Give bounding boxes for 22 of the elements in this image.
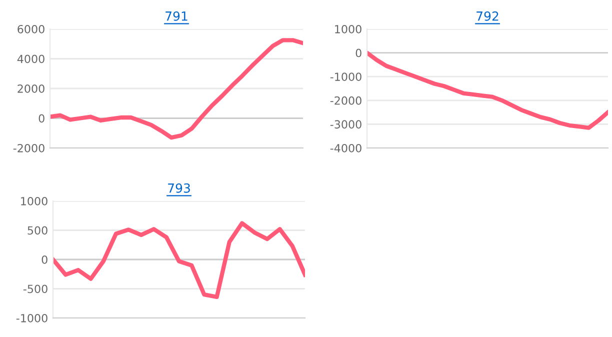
y-tick-label: 2000 (18, 84, 44, 93)
chart-title: 792 (476, 11, 498, 21)
y-tick-label: -3000 (330, 120, 362, 129)
y-tick-label: 0 (38, 114, 44, 123)
y-tick-label: 500 (28, 226, 48, 235)
y-tick-label: -1000 (16, 314, 48, 322)
y-tick-label: 1000 (335, 24, 362, 34)
line-series (367, 50, 608, 130)
line-series (50, 38, 303, 140)
chart-title: 793 (168, 183, 190, 193)
y-tick-label: -500 (23, 284, 48, 294)
y-tick-label: 0 (42, 255, 48, 264)
y-tick-label: 4000 (17, 54, 44, 64)
y-tick-label: -2000 (13, 144, 44, 152)
line-series (53, 221, 305, 300)
y-tick-label: -1000 (330, 72, 362, 81)
y-tick-label: 6000 (18, 24, 44, 34)
y-tick-label: -2000 (330, 96, 362, 105)
y-tick-label: -4000 (330, 144, 362, 152)
y-tick-label: 0 (356, 48, 362, 58)
y-tick-label: 1000 (21, 196, 48, 206)
chart-title: 791 (166, 11, 188, 21)
